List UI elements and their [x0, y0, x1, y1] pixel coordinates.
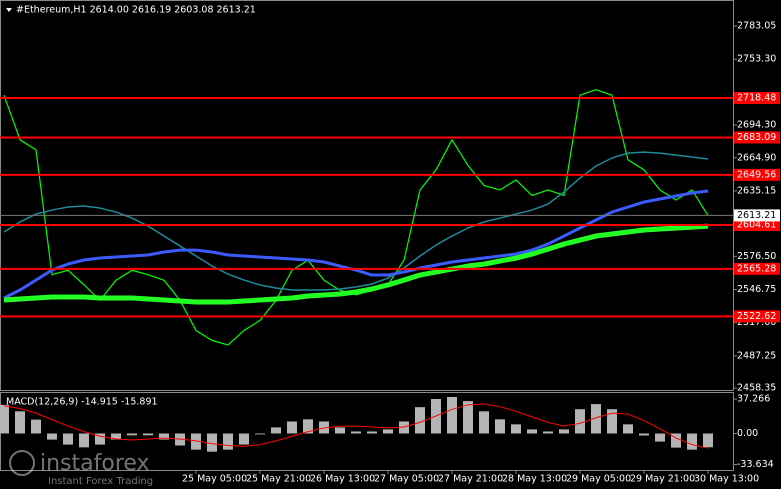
logo-tagline: Instant Forex Trading: [48, 476, 153, 487]
macd-signal: [3, 403, 709, 449]
macd-bar: [239, 433, 249, 445]
macd-bar: [463, 401, 473, 434]
x-tick-label: 29 May 21:00: [630, 474, 695, 485]
macd-bar: [415, 407, 425, 434]
x-tick-label: 25 May 21:00: [246, 474, 311, 485]
level-label-box: [734, 310, 780, 323]
logo: instaforex Instant Forex Trading: [9, 450, 153, 487]
macd-bar: [479, 411, 489, 434]
level-label: 2522.62: [737, 311, 776, 322]
y-tick-label: 2694.30: [737, 119, 776, 130]
macd-bar: [271, 427, 281, 434]
x-tick-label: 25 May 05:00: [182, 474, 247, 485]
x-tick-label: 29 May 05:00: [566, 474, 631, 485]
y-tick-label: 2546.75: [737, 284, 776, 295]
level-label-box: [734, 262, 780, 275]
macd-bar: [367, 431, 377, 434]
macd-bar: [543, 431, 553, 434]
y-tick-label: 2487.25: [737, 350, 776, 361]
price-line: [3, 151, 709, 291]
logo-icon: [9, 450, 35, 476]
y-tick-label: 2664.90: [737, 152, 776, 163]
menu-arrow: [6, 8, 12, 12]
macd-bar: [495, 419, 505, 434]
logo-name: instaforex: [40, 451, 150, 476]
macd-bar: [95, 433, 105, 445]
macd-bar: [383, 429, 393, 434]
macd-bar: [591, 404, 601, 434]
macd-bar: [159, 433, 169, 440]
macd-label: MACD(12,26,9) -14.915 -15.891: [6, 397, 158, 408]
price-line: [3, 89, 709, 346]
macd-bar: [655, 433, 665, 442]
y-tick-label: 2635.15: [737, 185, 776, 196]
macd-bar: [559, 429, 569, 434]
y-tick-label: 2517.00: [737, 317, 776, 328]
macd-bar: [191, 433, 201, 450]
x-tick-label: 27 May 21:00: [438, 474, 503, 485]
level-label: 2718.48: [737, 93, 776, 104]
macd-bar: [255, 433, 265, 435]
y-tick-label: 2753.30: [737, 54, 776, 65]
macd-tick-label: 0.00: [737, 428, 758, 439]
macd-bar: [63, 433, 73, 445]
level-label: 2565.28: [737, 263, 776, 274]
last-price-box: [734, 209, 780, 222]
macd-bar: [15, 411, 25, 434]
price-line: [3, 189, 709, 300]
level-label-box: [734, 92, 780, 105]
macd-bar: [111, 433, 121, 440]
y-tick-label: 2783.05: [737, 21, 776, 32]
macd-bar: [207, 433, 217, 452]
macd-bar: [31, 419, 41, 434]
macd-tick-label: -33.634: [737, 459, 774, 470]
y-tick-label: 2458.35: [737, 383, 776, 394]
level-label: 2683.09: [737, 132, 776, 143]
macd-bar: [351, 431, 361, 434]
level-label-box: [734, 131, 780, 144]
macd-bar: [303, 419, 313, 434]
price-line: [3, 223, 709, 305]
macd-bar: [79, 433, 89, 448]
last-price-label: 2613.21: [737, 210, 776, 221]
x-tick-label: 27 May 05:00: [374, 474, 439, 485]
macd-bar: [687, 433, 697, 450]
chart-title: #Ethereum,H1 2614.00 2616.19 2603.08 261…: [16, 5, 256, 16]
macd-bar: [287, 421, 297, 434]
level-label-box: [734, 218, 780, 231]
main-frame: [0, 0, 734, 391]
macd-bar: [47, 433, 57, 440]
macd-bar: [447, 396, 457, 434]
macd-bar: [607, 409, 617, 434]
x-tick-label: 26 May 13:00: [310, 474, 375, 485]
macd-bar: [671, 433, 681, 448]
macd-bar: [703, 433, 713, 448]
x-tick-label: 28 May 13:00: [502, 474, 567, 485]
macd-bar: [143, 433, 153, 436]
x-tick-label: 30 May 13:00: [694, 474, 759, 485]
macd-bar: [511, 424, 521, 434]
macd-bar: [223, 433, 233, 450]
level-label: 2604.61: [737, 219, 776, 230]
macd-bar: [639, 433, 649, 436]
macd-bar: [0, 404, 9, 434]
macd-bar: [527, 429, 537, 434]
level-label-box: [734, 168, 780, 181]
macd-bar: [575, 409, 585, 434]
macd-bar: [335, 427, 345, 434]
macd-bar: [127, 433, 137, 436]
macd-bar: [623, 424, 633, 434]
macd-tick-label: 37.266: [737, 394, 770, 405]
level-label: 2649.56: [737, 169, 776, 180]
y-tick-label: 2576.50: [737, 251, 776, 262]
